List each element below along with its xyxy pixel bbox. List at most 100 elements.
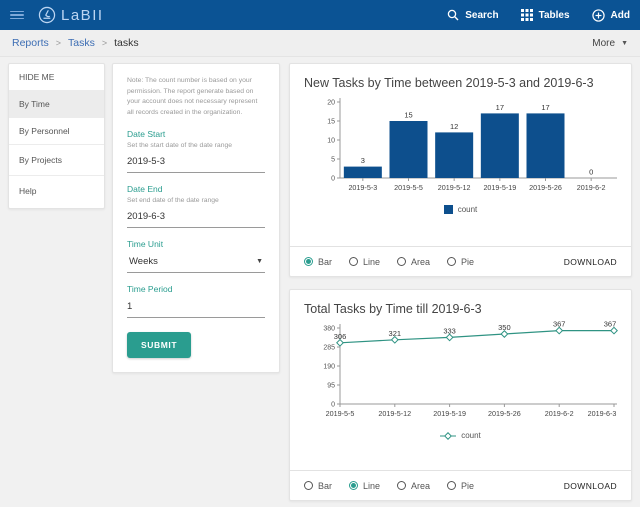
time-unit-select[interactable]: Weeks ▼ <box>127 249 265 274</box>
plus-circle-icon <box>591 8 605 22</box>
date-end-help: Set end date of the date range <box>127 197 219 205</box>
chart-type-radio-bar[interactable]: Bar <box>304 257 332 267</box>
download-button[interactable]: DOWNLOAD <box>563 256 617 267</box>
bar-chart-legend: count <box>302 202 619 217</box>
svg-text:350: 350 <box>498 323 511 332</box>
radio-icon[interactable] <box>304 481 313 490</box>
svg-text:2019-6-2: 2019-6-2 <box>577 183 606 192</box>
radio-label: Pie <box>461 256 475 267</box>
svg-text:17: 17 <box>496 103 504 112</box>
report-filter-form: Note: The count number is based on your … <box>112 63 280 374</box>
svg-text:2019-5-3: 2019-5-3 <box>348 183 377 192</box>
radio-label: Line <box>363 256 381 267</box>
radio-icon[interactable] <box>304 257 313 266</box>
logo-wordmark: LaBII <box>61 6 104 24</box>
chart-type-radio-bar[interactable]: Bar <box>304 481 332 491</box>
app-logo[interactable]: LaBII <box>38 6 104 24</box>
svg-text:380: 380 <box>323 326 335 333</box>
chart-footer: Bar Line Area Pie DOWNLOAD <box>290 246 631 276</box>
chevron-down-icon: ▼ <box>621 39 628 47</box>
svg-text:2019-5-26: 2019-5-26 <box>529 183 562 192</box>
radio-label: Bar <box>318 256 333 267</box>
time-unit-label: Time Unit <box>127 239 164 250</box>
chart-type-radio-line[interactable]: Line <box>349 257 380 267</box>
svg-text:321: 321 <box>389 329 402 338</box>
date-end-field[interactable] <box>127 204 265 229</box>
radio-icon[interactable] <box>397 257 407 266</box>
download-button[interactable]: DOWNLOAD <box>563 480 617 491</box>
chart-type-radio-pie[interactable]: Pie <box>447 481 474 491</box>
svg-text:2019-5-5: 2019-5-5 <box>394 183 423 192</box>
sidebar-item-by-time[interactable]: By Time <box>9 91 104 118</box>
tables-button[interactable]: Tables <box>520 9 570 21</box>
bar-chart-canvas: 0 5 10 15 20 3 2019-5-3 15 2019-5-5 12 2019-5-12 17… <box>327 98 617 192</box>
svg-text:2019-5-12: 2019-5-12 <box>378 409 411 418</box>
date-start-field[interactable] <box>127 149 265 174</box>
svg-text:367: 367 <box>553 320 566 329</box>
chart-type-radio-area[interactable]: Area <box>397 481 430 491</box>
breadcrumb-tasks[interactable]: Tasks <box>68 37 95 49</box>
svg-text:2019-5-5: 2019-5-5 <box>326 409 355 418</box>
chart-type-radio-pie[interactable]: Pie <box>447 257 474 267</box>
radio-label: Area <box>411 256 431 267</box>
svg-text:0: 0 <box>331 402 335 409</box>
top-bar: LaBII Search Tables Add <box>0 0 640 30</box>
legend-label: count <box>461 431 481 440</box>
submit-button[interactable]: SUBMIT <box>127 332 192 359</box>
svg-text:0: 0 <box>331 176 335 183</box>
search-label: Search <box>465 9 499 21</box>
radio-icon[interactable] <box>349 257 359 266</box>
svg-text:333: 333 <box>443 326 456 335</box>
sidebar-item-by-projects[interactable]: By Projects <box>19 155 62 165</box>
more-dropdown[interactable]: More ▼ <box>592 38 628 49</box>
hamburger-menu-icon[interactable] <box>10 10 24 20</box>
legend-swatch-icon <box>443 205 453 214</box>
legend-label: count <box>457 205 478 214</box>
svg-text:10: 10 <box>327 138 335 145</box>
svg-text:0: 0 <box>589 168 593 177</box>
date-start-label: Date Start <box>127 129 166 140</box>
total-tasks-chart-card: Total Tasks by Time till 2019-6-3 0 95 190… <box>289 289 632 501</box>
sidebar-item-help[interactable]: Help <box>9 175 104 208</box>
chevron-down-icon: ▼ <box>256 258 263 266</box>
search-icon <box>447 9 459 21</box>
svg-text:95: 95 <box>327 383 335 390</box>
svg-text:15: 15 <box>404 111 412 120</box>
sidebar-item-hide-me[interactable]: HIDE ME <box>9 64 104 91</box>
chart-type-selector: Bar Line Area Pie <box>304 481 474 491</box>
svg-text:190: 190 <box>323 364 335 371</box>
time-unit-value: Weeks <box>129 256 158 268</box>
svg-text:12: 12 <box>450 122 458 131</box>
report-sidebar: HIDE ME By Time By Personnel By Projects… <box>8 63 105 209</box>
search-button[interactable]: Search <box>447 9 499 21</box>
svg-text:17: 17 <box>541 103 549 112</box>
svg-text:15: 15 <box>327 119 335 126</box>
radio-label: Line <box>363 480 381 491</box>
sidebar-item-by-personnel[interactable]: By Personnel <box>9 118 104 145</box>
svg-text:2019-6-2: 2019-6-2 <box>545 409 574 418</box>
add-label: Add <box>610 9 630 21</box>
radio-icon[interactable] <box>447 257 457 266</box>
chart-type-selector: Bar Line Area Pie <box>304 257 474 267</box>
radio-icon[interactable] <box>397 481 407 490</box>
svg-text:285: 285 <box>323 345 335 352</box>
breadcrumb-current: tasks <box>114 37 139 49</box>
breadcrumb-reports[interactable]: Reports <box>12 37 49 49</box>
grid-icon <box>520 9 533 21</box>
svg-text:2019-5-12: 2019-5-12 <box>438 183 471 192</box>
tables-label: Tables <box>538 9 570 21</box>
chart-type-radio-area[interactable]: Area <box>397 257 430 267</box>
bar-chart-title: New Tasks by Time between 2019-5-3 and 2… <box>304 76 594 90</box>
radio-icon[interactable] <box>447 481 457 490</box>
new-tasks-chart-card: New Tasks by Time between 2019-5-3 and 2… <box>289 63 632 277</box>
radio-label: Pie <box>461 480 475 491</box>
svg-text:2019-6-3: 2019-6-3 <box>588 409 617 418</box>
add-button[interactable]: Add <box>591 8 630 22</box>
chart-type-radio-line[interactable]: Line <box>349 481 380 491</box>
line-chart-title: Total Tasks by Time till 2019-6-3 <box>304 302 482 316</box>
breadcrumb-separator: > <box>55 38 62 48</box>
radio-icon[interactable] <box>349 481 359 490</box>
svg-text:5: 5 <box>331 157 335 164</box>
time-period-field[interactable] <box>127 294 265 319</box>
svg-text:2019-5-19: 2019-5-19 <box>483 183 516 192</box>
